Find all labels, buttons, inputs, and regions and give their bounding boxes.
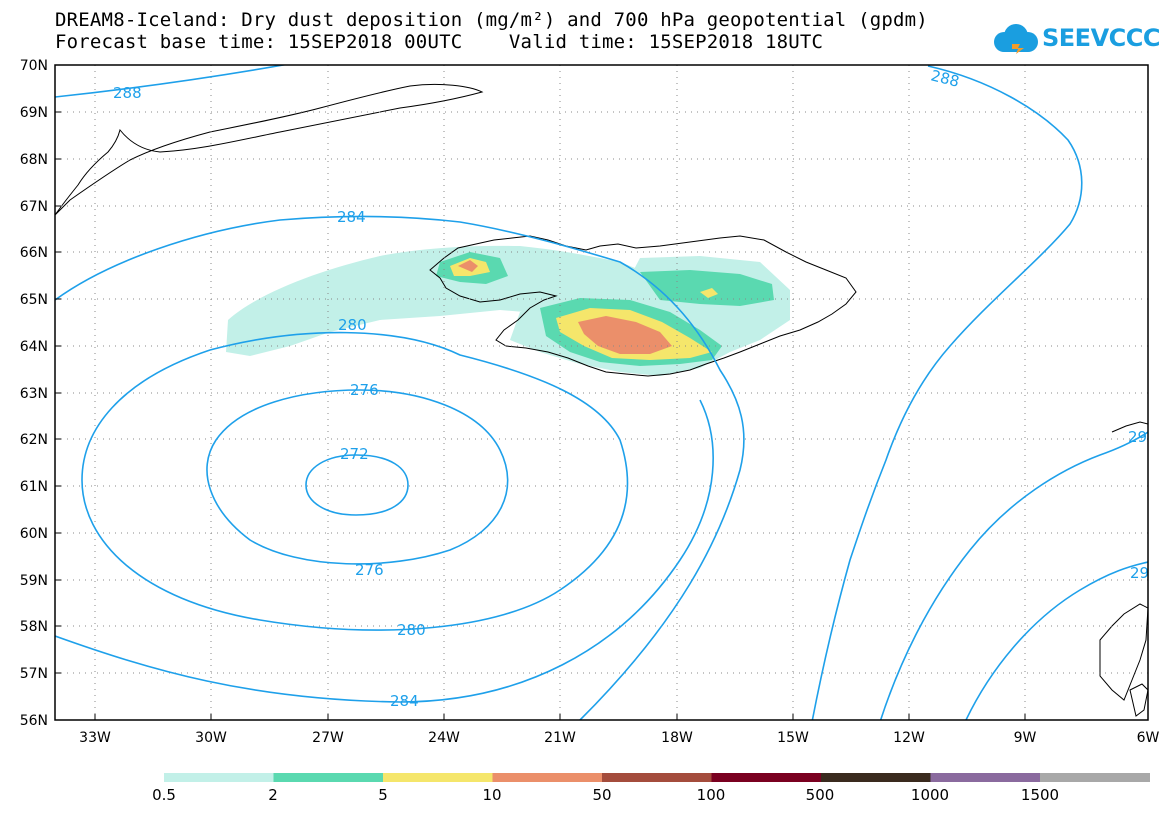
colorbar-label: 2	[268, 786, 278, 804]
lat-label: 66N	[20, 245, 48, 261]
logo-text: SEEVCCC	[1042, 24, 1161, 52]
colorbar-swatch	[711, 773, 822, 782]
lat-label: 70N	[20, 58, 48, 74]
lat-label: 64N	[20, 339, 48, 355]
map-title: DREAM8-Iceland: Dry dust deposition (mg/…	[55, 9, 928, 31]
lat-label: 62N	[20, 432, 48, 448]
coastlines	[55, 83, 1148, 717]
lat-label: 63N	[20, 386, 48, 402]
colorbar-swatch	[602, 773, 712, 782]
contour-label-280-bottom: 280	[397, 621, 426, 639]
contour-label-276-top: 276	[350, 381, 379, 399]
lat-label: 67N	[20, 199, 48, 215]
contour-label-edge-2: 29	[1130, 564, 1149, 582]
lon-label: 9W	[1014, 730, 1037, 746]
seevccc-logo: SEEVCCC	[990, 22, 1161, 56]
contour-label-284-top: 284	[337, 208, 366, 226]
contour-label-edge-1: 29	[1128, 428, 1147, 446]
colorbar-swatch	[1040, 773, 1150, 782]
contour-label-288-left: 288	[113, 84, 142, 102]
lon-label: 21W	[544, 730, 576, 746]
lat-label: 57N	[20, 666, 48, 682]
lon-label: 15W	[777, 730, 809, 746]
longitude-labels: 33W 30W 27W 24W 21W 18W 15W 12W 9W 6W	[79, 730, 1159, 746]
colorbar-swatch	[383, 773, 493, 782]
colorbar-label: 1500	[1020, 786, 1060, 804]
axis-ticks	[55, 64, 1026, 720]
lat-label: 68N	[20, 152, 48, 168]
lat-label: 69N	[20, 105, 48, 121]
colorbar-label: 500	[805, 786, 835, 804]
colorbar	[164, 773, 1150, 782]
colorbar-label: 0.5	[152, 786, 176, 804]
contour-label-280-top: 280	[338, 316, 367, 334]
dust-deposition-field	[226, 245, 790, 376]
colorbar-label: 100	[696, 786, 726, 804]
colorbar-label: 5	[378, 786, 388, 804]
lon-label: 27W	[312, 730, 344, 746]
colorbar-label: 1000	[910, 786, 950, 804]
colorbar-label: 50	[592, 786, 612, 804]
cloud-icon	[994, 24, 1038, 54]
graticule	[55, 65, 1148, 720]
colorbar-swatch	[930, 773, 1041, 782]
contour-label-276-bottom: 276	[355, 561, 384, 579]
contour-label-272: 272	[340, 445, 369, 463]
contour-label-284-bottom: 284	[390, 692, 419, 710]
forecast-time-line: Forecast base time: 15SEP2018 00UTC Vali…	[55, 31, 824, 53]
lat-label: 65N	[20, 292, 48, 308]
lat-label: 58N	[20, 619, 48, 635]
latitude-labels: 70N 69N 68N 67N 66N 65N 64N 63N 62N 61N …	[20, 58, 48, 729]
lon-label: 30W	[195, 730, 227, 746]
lon-label: 12W	[893, 730, 925, 746]
colorbar-swatch	[821, 773, 931, 782]
colorbar-swatch	[164, 773, 274, 782]
lat-label: 59N	[20, 573, 48, 589]
lat-label: 60N	[20, 526, 48, 542]
lat-label: 56N	[20, 713, 48, 729]
contour-label-288-right: 288	[929, 66, 961, 90]
lon-label: 33W	[79, 730, 111, 746]
geopotential-contours	[55, 65, 1148, 720]
colorbar-swatch	[492, 773, 603, 782]
contour-labels: 288 288 284 280 276 272 276 280 284 29 2…	[113, 66, 1149, 710]
colorbar-label: 10	[482, 786, 502, 804]
lon-label: 6W	[1137, 730, 1160, 746]
lat-label: 61N	[20, 479, 48, 495]
colorbar-swatch	[273, 773, 384, 782]
lon-label: 18W	[661, 730, 693, 746]
lon-label: 24W	[428, 730, 460, 746]
